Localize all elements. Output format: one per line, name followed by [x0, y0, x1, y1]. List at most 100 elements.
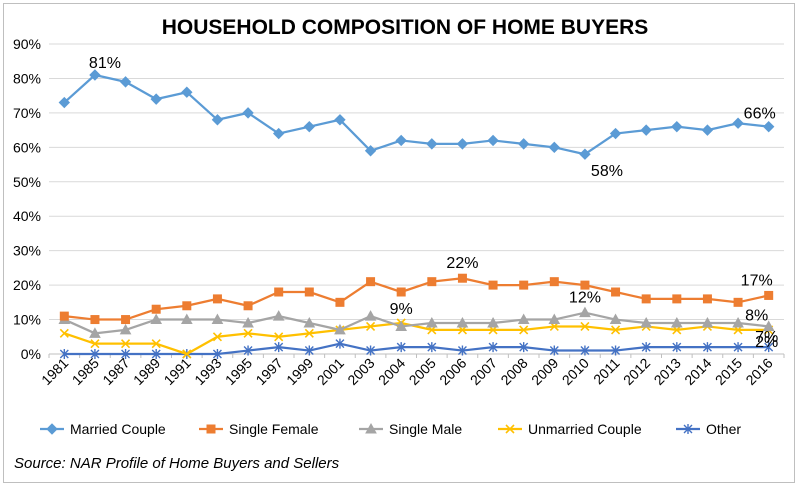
y-tick-label: 50%	[13, 174, 41, 190]
data-point-single-female	[366, 277, 376, 287]
data-point-single-female	[702, 294, 712, 304]
series-group	[58, 69, 775, 359]
y-tick-label: 10%	[13, 312, 41, 328]
series-married-couple	[58, 69, 775, 160]
legend-label: Unmarried Couple	[528, 421, 642, 437]
data-label: 17%	[741, 272, 773, 289]
data-point-single-male	[119, 323, 132, 335]
legend-marker	[505, 424, 515, 434]
data-point-other	[151, 349, 161, 359]
x-tick-label: 1987	[99, 355, 132, 388]
data-point-single-female	[611, 287, 621, 297]
data-point-unmarried-couple	[304, 328, 314, 338]
x-tick-label: 1993	[191, 355, 224, 388]
data-point-single-male	[548, 313, 561, 325]
x-tick-label: 2003	[344, 355, 377, 388]
data-point-single-female	[764, 290, 774, 300]
y-tick-label: 60%	[13, 139, 41, 155]
y-tick-label: 90%	[13, 36, 41, 52]
data-point-single-female	[151, 304, 161, 314]
data-point-single-male	[211, 313, 224, 325]
x-tick-label: 2015	[712, 355, 745, 388]
data-point-single-female	[488, 280, 498, 290]
data-point-other	[59, 349, 69, 359]
data-point-single-female	[427, 277, 437, 287]
data-point-unmarried-couple	[151, 339, 161, 349]
data-point-unmarried-couple	[212, 332, 223, 342]
data-point-other	[488, 342, 498, 353]
x-tick-label: 2013	[651, 355, 684, 388]
x-tick-label: 1997	[252, 355, 285, 388]
x-tick-label: 1989	[130, 355, 163, 388]
data-point-other	[672, 342, 682, 353]
data-point-single-female	[243, 301, 253, 311]
legend-label: Single Male	[389, 421, 462, 437]
data-point-single-male	[487, 316, 499, 328]
x-tick-label: 2011	[590, 355, 623, 388]
data-point-single-female	[549, 277, 559, 287]
data-point-unmarried-couple	[610, 325, 621, 335]
x-axis-ticks: 1981198519871989199119931995199719992001…	[38, 355, 776, 388]
series-line-other	[64, 342, 769, 356]
data-point-other	[396, 342, 406, 353]
data-point-other	[733, 342, 743, 353]
data-point-single-male	[732, 316, 744, 328]
data-point-single-male	[364, 310, 377, 321]
data-point-single-female	[457, 273, 467, 283]
data-point-married-couple	[732, 117, 744, 129]
data-label: 58%	[591, 163, 623, 180]
data-point-other	[90, 349, 100, 359]
data-point-single-male	[609, 313, 622, 325]
data-point-other	[457, 345, 467, 356]
data-point-married-couple	[640, 124, 652, 136]
data-point-married-couple	[762, 120, 775, 133]
legend: Married Couple Single Female Single Male Un…	[40, 421, 741, 437]
data-point-unmarried-couple	[120, 339, 131, 349]
data-point-other	[580, 345, 590, 356]
data-point-married-couple	[579, 148, 591, 160]
data-point-married-couple	[456, 138, 469, 150]
data-point-other	[549, 345, 559, 356]
x-tick-label: 1981	[38, 355, 71, 388]
legend-marker	[365, 422, 377, 434]
legend-label: Single Female	[229, 421, 319, 437]
data-point-unmarried-couple	[59, 328, 69, 338]
chart-title: HOUSEHOLD COMPOSITION OF HOME BUYERS	[162, 16, 649, 39]
y-tick-label: 20%	[13, 277, 41, 293]
data-point-married-couple	[609, 127, 622, 140]
data-point-single-female	[641, 294, 651, 304]
data-point-single-female	[519, 280, 529, 290]
data-point-other	[764, 342, 774, 353]
data-point-single-female	[396, 287, 406, 297]
data-point-single-female	[121, 315, 131, 325]
data-labels: 81% 58% 66% 22% 17% 12% 8% 9% 7%2%	[89, 55, 778, 351]
data-point-married-couple	[211, 114, 224, 126]
series-single-male	[58, 306, 775, 338]
data-point-other	[274, 342, 284, 353]
source-note: Source: NAR Profile of Home Buyers and S…	[14, 455, 340, 472]
data-point-single-male	[180, 313, 193, 325]
data-point-married-couple	[242, 107, 254, 119]
x-tick-label: 2016	[742, 355, 775, 388]
data-point-single-female	[212, 294, 222, 304]
data-point-married-couple	[364, 145, 377, 157]
data-point-single-male	[701, 316, 714, 328]
data-point-other	[611, 345, 621, 356]
data-point-married-couple	[517, 138, 530, 150]
legend-item-single-female: Single Female	[199, 421, 319, 437]
data-point-single-female	[90, 315, 100, 325]
data-point-single-male	[89, 327, 101, 338]
x-tick-label: 1985	[69, 355, 102, 388]
data-point-other	[427, 342, 437, 353]
data-point-single-female	[59, 311, 69, 321]
y-tick-label: 80%	[13, 70, 41, 86]
x-tick-label: 1999	[283, 355, 316, 388]
data-point-single-male	[670, 316, 683, 328]
data-point-single-male	[762, 320, 775, 331]
series-line-married-couple	[63, 73, 769, 156]
data-point-single-female	[304, 287, 314, 297]
data-point-single-male	[150, 313, 163, 325]
data-point-married-couple	[58, 96, 71, 109]
data-point-other	[366, 345, 376, 356]
